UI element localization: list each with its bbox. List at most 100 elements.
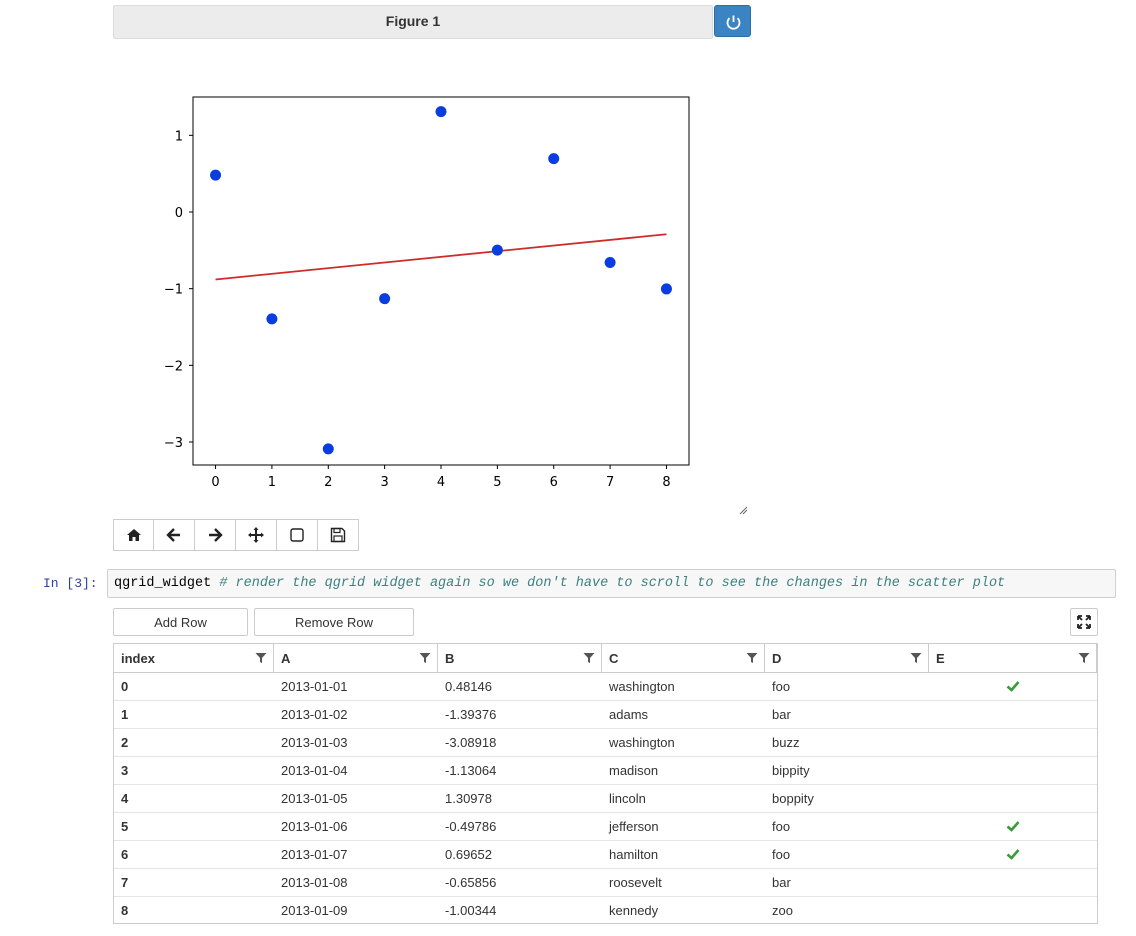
column-header-b[interactable]: B (438, 644, 602, 672)
cell-index[interactable]: 4 (114, 784, 274, 812)
table-row[interactable]: 0 2013-01-01 0.48146 washington foo (114, 672, 1097, 701)
cell-c[interactable]: washington (602, 672, 765, 700)
cell-d[interactable]: bar (765, 868, 929, 896)
column-header-label: D (772, 651, 782, 666)
cell-a[interactable]: 2013-01-01 (274, 672, 438, 700)
cell-d[interactable]: buzz (765, 728, 929, 756)
cell-c[interactable]: kennedy (602, 896, 765, 923)
cell-e[interactable] (929, 672, 1097, 700)
cell-index[interactable]: 8 (114, 896, 274, 923)
cell-e[interactable] (929, 728, 1097, 756)
cell-b[interactable]: -0.65856 (438, 868, 602, 896)
cell-a[interactable]: 2013-01-07 (274, 840, 438, 868)
table-row[interactable]: 6 2013-01-07 0.69652 hamilton foo (114, 840, 1097, 869)
cell-b[interactable]: 1.30978 (438, 784, 602, 812)
cell-d[interactable]: foo (765, 840, 929, 868)
table-header: index A B C D E (114, 644, 1097, 673)
filter-icon[interactable] (583, 652, 595, 664)
cell-value: foo (772, 679, 791, 694)
cell-d[interactable]: boppity (765, 784, 929, 812)
forward-arrow-icon (209, 528, 223, 542)
cell-value: -1.13064 (445, 763, 497, 778)
cell-index[interactable]: 1 (114, 700, 274, 728)
column-header-index[interactable]: index (114, 644, 274, 672)
cell-d[interactable]: bippity (765, 756, 929, 784)
cell-index[interactable]: 7 (114, 868, 274, 896)
filter-icon[interactable] (910, 652, 922, 664)
add-row-button[interactable]: Add Row (113, 608, 248, 636)
cell-e[interactable] (929, 868, 1097, 896)
cell-c[interactable]: washington (602, 728, 765, 756)
cell-c[interactable]: jefferson (602, 812, 765, 840)
cell-c[interactable]: roosevelt (602, 868, 765, 896)
cell-a[interactable]: 2013-01-09 (274, 896, 438, 923)
power-icon (726, 15, 741, 30)
cell-d[interactable]: foo (765, 672, 929, 700)
cell-b[interactable]: -1.39376 (438, 700, 602, 728)
forward-button[interactable] (195, 519, 236, 551)
cell-a[interactable]: 2013-01-04 (274, 756, 438, 784)
cell-index[interactable]: 6 (114, 840, 274, 868)
save-figure-button[interactable] (318, 519, 359, 551)
cell-a[interactable]: 2013-01-06 (274, 812, 438, 840)
pan-button[interactable] (236, 519, 277, 551)
filter-icon[interactable] (1078, 652, 1090, 664)
data-point (660, 283, 672, 295)
table-row[interactable]: 3 2013-01-04 -1.13064 madison bippity (114, 756, 1097, 785)
cell-d[interactable]: zoo (765, 896, 929, 923)
cell-b[interactable]: -1.13064 (438, 756, 602, 784)
table-row[interactable]: 7 2013-01-08 -0.65856 roosevelt bar (114, 868, 1097, 897)
cell-value: hamilton (609, 847, 659, 862)
table-row[interactable]: 5 2013-01-06 -0.49786 jefferson foo (114, 812, 1097, 841)
cell-c[interactable]: madison (602, 756, 765, 784)
column-header-a[interactable]: A (274, 644, 438, 672)
table-row[interactable]: 1 2013-01-02 -1.39376 adams bar (114, 700, 1097, 729)
cell-d[interactable]: bar (765, 700, 929, 728)
home-button[interactable] (113, 519, 154, 551)
cell-index[interactable]: 5 (114, 812, 274, 840)
cell-c[interactable]: hamilton (602, 840, 765, 868)
table-row[interactable]: 2 2013-01-03 -3.08918 washington buzz (114, 728, 1097, 757)
column-header-d[interactable]: D (765, 644, 929, 672)
table-row[interactable]: 4 2013-01-05 1.30978 lincoln boppity (114, 784, 1097, 813)
filter-icon[interactable] (419, 652, 431, 664)
cell-a[interactable]: 2013-01-08 (274, 868, 438, 896)
cell-e[interactable] (929, 784, 1097, 812)
cell-a[interactable]: 2013-01-03 (274, 728, 438, 756)
cell-e[interactable] (929, 840, 1097, 868)
code-input-cell[interactable]: qgrid_widget # render the qgrid widget a… (107, 569, 1116, 598)
cell-value: 7 (121, 875, 129, 890)
cell-e[interactable] (929, 896, 1097, 923)
column-header-e[interactable]: E (929, 644, 1097, 672)
column-header-label: B (445, 651, 455, 666)
cell-b[interactable]: 0.69652 (438, 840, 602, 868)
cell-c[interactable]: adams (602, 700, 765, 728)
table-row[interactable]: 8 2013-01-09 -1.00344 kennedy zoo (114, 896, 1097, 923)
cell-a[interactable]: 2013-01-02 (274, 700, 438, 728)
cell-b[interactable]: -0.49786 (438, 812, 602, 840)
back-button[interactable] (154, 519, 195, 551)
filter-icon[interactable] (255, 652, 267, 664)
filter-icon[interactable] (746, 652, 758, 664)
cell-b[interactable]: 0.48146 (438, 672, 602, 700)
cell-b[interactable]: -3.08918 (438, 728, 602, 756)
cell-index[interactable]: 3 (114, 756, 274, 784)
cell-a[interactable]: 2013-01-05 (274, 784, 438, 812)
cell-index[interactable]: 0 (114, 672, 274, 700)
cell-value: bippity (772, 763, 810, 778)
cell-b[interactable]: -1.00344 (438, 896, 602, 923)
column-header-c[interactable]: C (602, 644, 765, 672)
cell-value: bar (772, 707, 791, 722)
close-figure-button[interactable] (714, 5, 751, 37)
x-tick-label: 2 (324, 475, 332, 490)
fullscreen-button[interactable] (1070, 608, 1098, 636)
cell-e[interactable] (929, 812, 1097, 840)
resize-grip-icon[interactable] (738, 505, 748, 515)
cell-c[interactable]: lincoln (602, 784, 765, 812)
zoom-rect-button[interactable] (277, 519, 318, 551)
cell-e[interactable] (929, 700, 1097, 728)
cell-d[interactable]: foo (765, 812, 929, 840)
remove-row-button[interactable]: Remove Row (254, 608, 414, 636)
cell-index[interactable]: 2 (114, 728, 274, 756)
cell-e[interactable] (929, 756, 1097, 784)
